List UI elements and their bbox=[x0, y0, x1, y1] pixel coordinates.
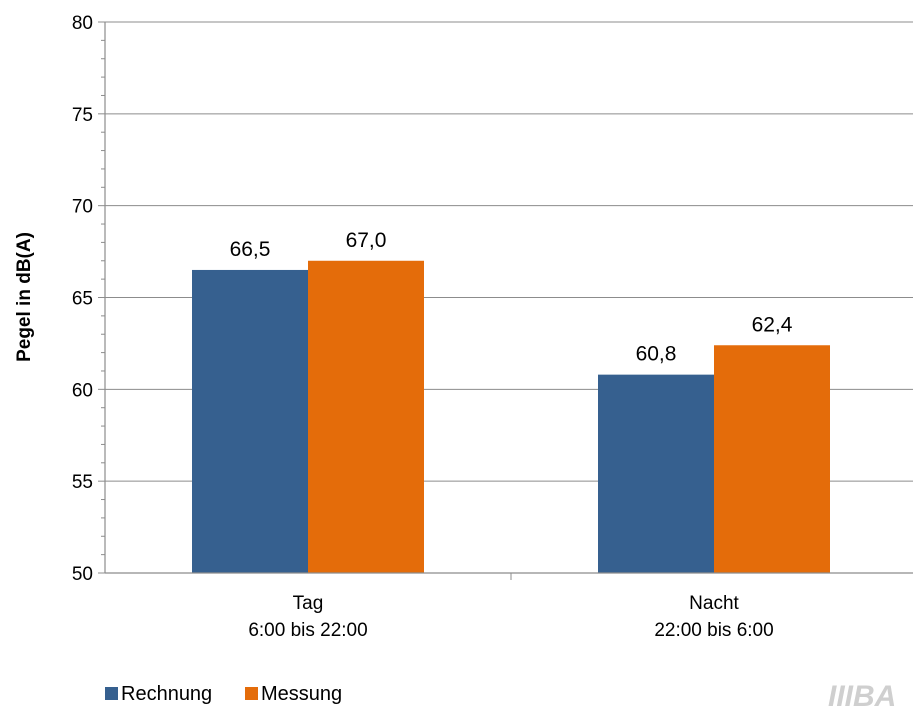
y-tick-label: 65 bbox=[72, 289, 93, 310]
y-tick-label: 60 bbox=[72, 380, 93, 401]
bar-messung bbox=[714, 345, 830, 573]
y-tick-label: 50 bbox=[72, 564, 93, 585]
data-label: 62,4 bbox=[752, 313, 793, 336]
legend-swatch-rechnung bbox=[105, 687, 118, 700]
bar-messung bbox=[308, 260, 424, 573]
x-category-label: Tag bbox=[293, 593, 324, 614]
x-category-label: 22:00 bis 6:00 bbox=[654, 620, 773, 641]
legend-label-rechnung: Rechnung bbox=[121, 683, 212, 705]
data-label: 67,0 bbox=[346, 229, 387, 252]
data-label: 60,8 bbox=[636, 343, 677, 366]
x-category-label: Nacht bbox=[689, 593, 739, 614]
data-labels: 66,5 67,0 60,8 62,4 bbox=[230, 229, 793, 366]
axes bbox=[98, 21, 913, 580]
y-tick-label: 75 bbox=[72, 105, 93, 126]
y-tick-label: 80 bbox=[72, 13, 93, 34]
x-category-label: 6:00 bis 22:00 bbox=[248, 620, 367, 641]
bar-rechnung bbox=[192, 269, 308, 573]
legend-label-messung: Messung bbox=[261, 683, 342, 705]
x-category-labels: Tag 6:00 bis 22:00 Nacht 22:00 bis 6:00 bbox=[248, 593, 773, 641]
y-tick-labels: 50 55 60 65 70 75 80 bbox=[72, 13, 93, 585]
bars bbox=[192, 260, 830, 573]
bar-rechnung bbox=[598, 374, 714, 573]
y-tick-label: 55 bbox=[72, 472, 93, 493]
logo: IIIBA bbox=[828, 680, 896, 711]
y-tick-label: 70 bbox=[72, 197, 93, 218]
y-axis-label: Pegel in dB(A) bbox=[14, 232, 35, 362]
legend: Rechnung Messung bbox=[105, 683, 342, 705]
legend-swatch-messung bbox=[245, 687, 258, 700]
data-label: 66,5 bbox=[230, 238, 271, 261]
